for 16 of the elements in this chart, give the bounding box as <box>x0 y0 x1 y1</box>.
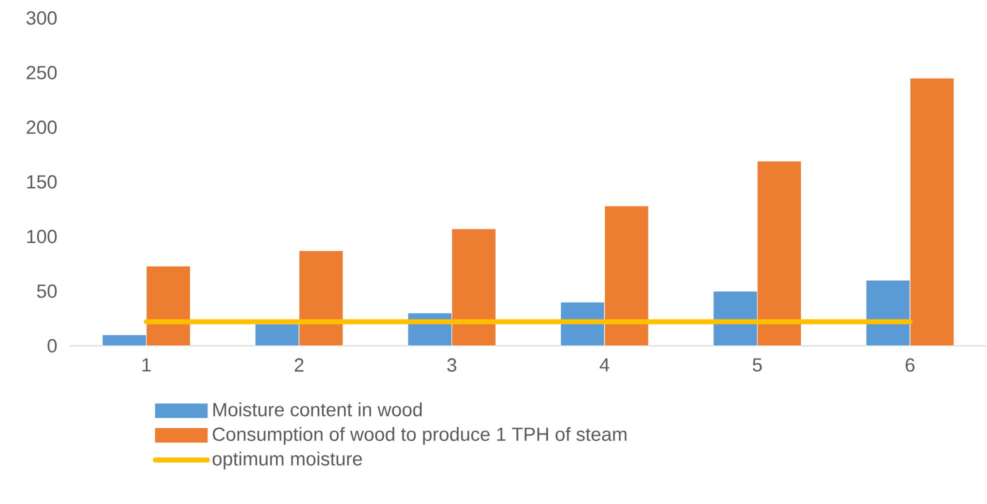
x-tick-label: 1 <box>142 358 151 372</box>
x-tick-label: 3 <box>447 358 456 372</box>
legend-label: Consumption of wood to produce 1 TPH of steam <box>212 427 626 445</box>
x-tick-label: 4 <box>600 358 610 372</box>
y-tick-label: 300 <box>26 11 57 25</box>
y-tick-label: 0 <box>48 339 57 353</box>
y-tick-label: 50 <box>37 284 57 298</box>
y-tick-label: 200 <box>26 120 57 134</box>
legend-label: optimum moisture <box>212 452 362 470</box>
y-tick-label: 150 <box>27 175 57 189</box>
x-tick-label: 5 <box>752 358 762 372</box>
x-tick-label: 6 <box>906 358 914 372</box>
legend-label: Moisture content in wood <box>213 402 422 417</box>
x-tick-label: 2 <box>294 358 304 372</box>
y-tick-label: 250 <box>26 66 57 80</box>
y-tick-label: 100 <box>27 230 57 244</box>
